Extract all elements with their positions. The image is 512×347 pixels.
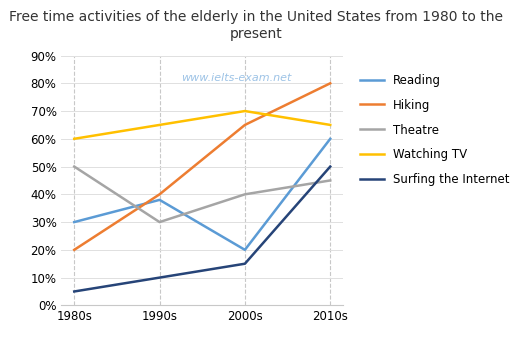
Line: Hiking: Hiking — [74, 83, 330, 250]
Legend: Reading, Hiking, Theatre, Watching TV, Surfing the Internet: Reading, Hiking, Theatre, Watching TV, S… — [360, 74, 510, 186]
Surfing the Internet — [71, 289, 77, 294]
Surfing the Internet — [242, 262, 248, 266]
Text: Free time activities of the elderly in the United States from 1980 to the presen: Free time activities of the elderly in t… — [9, 10, 503, 41]
Watching TV — [327, 123, 333, 127]
Line: Surfing the Internet: Surfing the Internet — [74, 167, 330, 291]
Theatre — [242, 192, 248, 196]
Line: Watching TV: Watching TV — [74, 111, 330, 139]
Line: Theatre: Theatre — [74, 167, 330, 222]
Hiking — [327, 81, 333, 85]
Reading — [242, 248, 248, 252]
Surfing the Internet — [327, 164, 333, 169]
Watching TV — [242, 109, 248, 113]
Surfing the Internet — [157, 276, 163, 280]
Hiking — [157, 192, 163, 196]
Reading — [71, 220, 77, 224]
Watching TV — [157, 123, 163, 127]
Theatre — [157, 220, 163, 224]
Reading — [157, 198, 163, 202]
Reading — [327, 137, 333, 141]
Watching TV — [71, 137, 77, 141]
Theatre — [71, 164, 77, 169]
Hiking — [242, 123, 248, 127]
Theatre — [327, 178, 333, 183]
Hiking — [71, 248, 77, 252]
Text: www.ielts-exam.net: www.ielts-exam.net — [181, 73, 291, 83]
Line: Reading: Reading — [74, 139, 330, 250]
